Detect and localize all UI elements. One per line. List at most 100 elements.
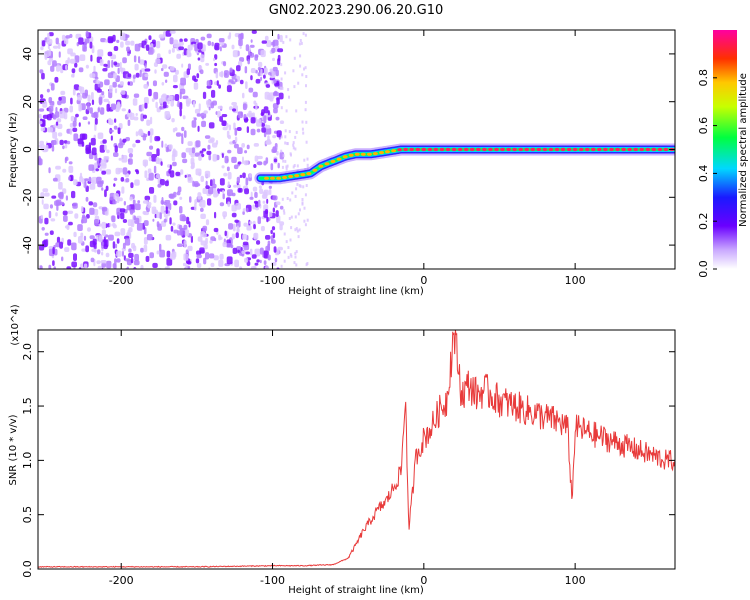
spectrogram-cell xyxy=(101,206,108,212)
spectrogram-peak-point xyxy=(627,147,633,152)
spectrogram-cell xyxy=(180,77,186,86)
spectrogram-cell xyxy=(232,223,236,232)
spectrogram-cell xyxy=(81,216,88,224)
spectrogram-cell xyxy=(151,98,155,102)
spectrogram-cell xyxy=(140,113,144,122)
spectrogram-cell xyxy=(148,172,154,181)
spectrogram-cell xyxy=(219,202,225,207)
spectrogram-cell xyxy=(194,117,197,121)
spectrogram-cell xyxy=(260,50,266,58)
spectrogram-cell xyxy=(159,212,162,220)
spectrogram-cell xyxy=(40,214,43,219)
spectrogram-cell xyxy=(270,229,273,235)
spectrogram-cell xyxy=(98,96,103,105)
spectrogram-cell xyxy=(186,216,190,225)
spectrogram-cell xyxy=(69,105,73,113)
spectrogram-cell xyxy=(74,116,77,122)
spectrogram-cell xyxy=(72,127,78,132)
spectrogram-cell xyxy=(143,237,148,245)
spectrogram-cell xyxy=(111,215,116,223)
spectrogram-cell xyxy=(155,58,161,64)
spectrogram-y-label: Frequency (Hz) xyxy=(8,112,19,188)
spectrogram-cell xyxy=(170,225,174,232)
spectrogram-cell xyxy=(233,122,236,130)
spectrogram-cell xyxy=(236,225,239,233)
spectrogram-cell xyxy=(250,117,256,124)
spectrogram-cell xyxy=(234,259,239,268)
spectrogram-cell xyxy=(128,109,131,114)
spectrogram-cell xyxy=(208,122,215,129)
spectrogram-cell xyxy=(214,42,220,51)
spectrogram-cell xyxy=(179,38,183,43)
spectrogram-cell xyxy=(78,267,82,269)
spectrogram-cell xyxy=(261,127,266,133)
spectrogram-cell xyxy=(162,64,168,69)
spectrogram-cell xyxy=(210,262,215,268)
spectrogram-cell xyxy=(202,233,207,238)
spectrogram-cell xyxy=(263,250,269,259)
spectrogram-cell xyxy=(122,242,126,249)
spectrogram-cell xyxy=(186,68,190,75)
spectrogram-cell xyxy=(255,201,259,208)
spectrogram-cell xyxy=(169,30,176,34)
spectrogram-cell xyxy=(219,178,225,186)
spectrogram-cell xyxy=(194,199,198,205)
spectrogram-peak-point xyxy=(276,176,282,180)
spectrogram-cell xyxy=(191,147,196,154)
spectrogram-cell xyxy=(241,250,245,254)
spectrogram-cell xyxy=(101,187,104,191)
snr-x-tick-label: -100 xyxy=(260,574,285,587)
spectrogram-cell xyxy=(189,196,192,203)
spectrogram-cell xyxy=(201,148,207,152)
spectrogram-cell xyxy=(47,60,52,66)
spectrogram-cell xyxy=(176,191,181,196)
spectrogram-cell xyxy=(265,209,269,215)
spectrogram-cell xyxy=(279,221,285,226)
spectrogram-peak-point xyxy=(391,149,397,153)
spectrogram-cell xyxy=(94,162,98,169)
spectrogram-peak-point xyxy=(633,147,639,152)
spectrogram-cell xyxy=(110,103,117,110)
spectrogram-cell xyxy=(133,116,139,121)
spectrogram-peak-point xyxy=(336,157,342,161)
spectrogram-cell xyxy=(166,250,171,258)
spectrogram-cell xyxy=(98,206,103,210)
spectrogram-cell xyxy=(301,120,304,124)
spectrogram-cell xyxy=(294,255,297,259)
spectrogram-cell xyxy=(57,42,61,49)
spectrogram-cell xyxy=(204,135,211,139)
spectrogram-cell xyxy=(48,246,54,250)
spectrogram-cell xyxy=(159,249,165,258)
spectrogram-cell xyxy=(257,155,263,160)
spectrogram-cell xyxy=(280,135,283,139)
spectrogram-cell xyxy=(159,179,165,186)
spectrogram-cell xyxy=(236,127,242,131)
spectrogram-y-tick-label: 0 xyxy=(21,146,34,153)
spectrogram-cell xyxy=(52,260,55,266)
spectrogram-cell xyxy=(212,178,216,186)
spectrogram-cell xyxy=(127,148,134,154)
spectrogram-cell xyxy=(296,182,299,186)
spectrogram-cell xyxy=(75,113,79,118)
spectrogram-y-tick-label: -20 xyxy=(21,188,34,206)
spectrogram-cell xyxy=(77,224,83,231)
spectrogram-cell xyxy=(277,48,284,53)
spectrogram-cell xyxy=(52,131,58,139)
spectrogram-cell xyxy=(258,61,263,68)
spectrogram-cell xyxy=(175,171,181,176)
spectrogram-cell xyxy=(264,91,270,100)
spectrogram-cell xyxy=(74,55,80,63)
spectrogram-cell xyxy=(122,138,127,143)
spectrogram-cell xyxy=(120,212,125,220)
spectrogram-cell xyxy=(92,202,98,208)
spectrogram-cell xyxy=(291,191,294,195)
spectrogram-cell xyxy=(237,147,243,154)
colorbar-tick-label: 0.4 xyxy=(697,165,710,183)
spectrogram-cell xyxy=(277,58,281,66)
spectrogram-cell xyxy=(221,70,224,78)
spectrogram-cell xyxy=(242,233,247,240)
spectrogram-cell xyxy=(101,262,106,268)
spectrogram-cell xyxy=(82,116,88,120)
spectrogram-cell xyxy=(228,124,231,131)
spectrogram-cell xyxy=(285,109,288,113)
